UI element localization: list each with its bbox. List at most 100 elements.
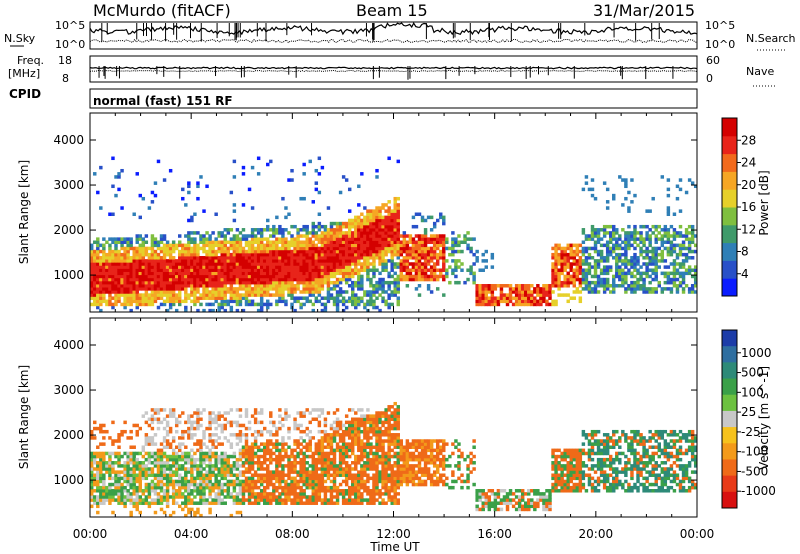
power-cell bbox=[366, 274, 370, 279]
power-cell bbox=[171, 287, 176, 291]
velocity-cell bbox=[150, 408, 155, 412]
velocity-cell bbox=[90, 476, 94, 481]
velocity-cell bbox=[196, 489, 200, 493]
colorbar-tick-label: 24 bbox=[741, 156, 756, 170]
velocity-cell bbox=[153, 442, 158, 446]
power-cell bbox=[332, 284, 337, 288]
velocity-cell bbox=[147, 417, 152, 422]
power-cell bbox=[551, 280, 555, 285]
velocity-cell bbox=[123, 420, 127, 425]
power-cell bbox=[232, 203, 237, 207]
power-cell bbox=[493, 284, 498, 288]
velocity-cell bbox=[241, 485, 246, 490]
power-cell bbox=[162, 268, 167, 272]
power-cell bbox=[220, 284, 224, 288]
power-cell bbox=[420, 234, 425, 238]
power-cell bbox=[211, 287, 215, 291]
power-cell bbox=[144, 293, 149, 297]
power-cell bbox=[150, 237, 155, 241]
power-cell bbox=[624, 231, 628, 235]
power-cell bbox=[624, 262, 628, 266]
power-cell bbox=[284, 215, 288, 220]
power-cell bbox=[624, 290, 628, 294]
power-cell bbox=[596, 234, 601, 238]
power-cell bbox=[168, 265, 173, 269]
power-cell bbox=[235, 277, 240, 282]
freq-label-line2: [MHz] bbox=[8, 67, 40, 80]
velocity-cell bbox=[202, 454, 206, 459]
velocity-cell bbox=[120, 454, 124, 459]
velocity-cell bbox=[135, 507, 139, 512]
power-cell bbox=[99, 165, 103, 170]
velocity-cell bbox=[202, 451, 206, 456]
velocity-cell bbox=[278, 498, 282, 502]
power-cell bbox=[542, 284, 546, 288]
power-cell bbox=[381, 206, 385, 210]
velocity-cell bbox=[278, 461, 282, 465]
power-cell bbox=[117, 252, 121, 257]
power-cell bbox=[135, 284, 139, 288]
power-cell bbox=[250, 256, 255, 260]
power-cell bbox=[317, 265, 322, 269]
power-cell bbox=[187, 256, 191, 260]
power-cell bbox=[381, 240, 385, 244]
velocity-cell bbox=[232, 485, 237, 490]
power-cell bbox=[220, 305, 224, 310]
velocity-cell bbox=[278, 408, 282, 412]
power-cell bbox=[417, 259, 422, 263]
power-cell bbox=[639, 284, 643, 288]
power-cell bbox=[420, 256, 425, 260]
velocity-cell bbox=[135, 504, 139, 509]
velocity-cell bbox=[93, 498, 97, 502]
power-cell bbox=[226, 271, 231, 276]
power-cell bbox=[93, 265, 97, 269]
power-cell bbox=[223, 249, 227, 254]
power-cell bbox=[311, 271, 315, 276]
power-cell bbox=[360, 228, 364, 232]
power-cell bbox=[102, 246, 106, 251]
power-cell bbox=[90, 287, 94, 291]
power-cell bbox=[475, 287, 479, 291]
power-cell bbox=[439, 268, 443, 272]
power-cell bbox=[305, 271, 309, 276]
power-cell bbox=[557, 268, 561, 272]
power-cell bbox=[232, 252, 237, 257]
power-cell bbox=[347, 274, 352, 279]
power-cell bbox=[275, 249, 279, 254]
velocity-cell bbox=[263, 448, 267, 453]
power-cell bbox=[250, 262, 255, 266]
power-cell bbox=[490, 284, 495, 288]
power-cell bbox=[141, 237, 146, 241]
power-cell bbox=[563, 249, 567, 254]
power-cell bbox=[390, 240, 394, 244]
velocity-cell bbox=[232, 482, 237, 487]
velocity-cell bbox=[211, 467, 215, 471]
power-cell bbox=[387, 206, 391, 210]
velocity-cell bbox=[193, 495, 197, 499]
power-cell bbox=[442, 240, 446, 244]
power-cell bbox=[99, 287, 103, 291]
velocity-cell bbox=[150, 470, 155, 474]
power-cell bbox=[223, 237, 227, 241]
power-cell bbox=[159, 237, 164, 241]
velocity-cell bbox=[214, 414, 218, 418]
power-cell bbox=[199, 256, 203, 260]
velocity-cell bbox=[126, 482, 130, 487]
power-cell bbox=[490, 299, 495, 304]
power-cell bbox=[259, 234, 264, 238]
power-cell bbox=[320, 268, 325, 272]
power-cell bbox=[244, 259, 249, 263]
velocity-cell bbox=[153, 510, 158, 515]
power-cell bbox=[162, 252, 167, 257]
power-cell bbox=[621, 259, 625, 263]
power-cell bbox=[411, 237, 416, 241]
power-cell bbox=[672, 277, 677, 282]
power-cell bbox=[126, 280, 130, 285]
power-cell bbox=[190, 271, 194, 276]
power-cell bbox=[514, 290, 519, 294]
velocity-cell bbox=[290, 470, 294, 474]
power-cell bbox=[250, 268, 255, 272]
power-cell bbox=[229, 237, 234, 241]
power-cell bbox=[351, 284, 355, 288]
velocity-cell bbox=[244, 457, 249, 462]
